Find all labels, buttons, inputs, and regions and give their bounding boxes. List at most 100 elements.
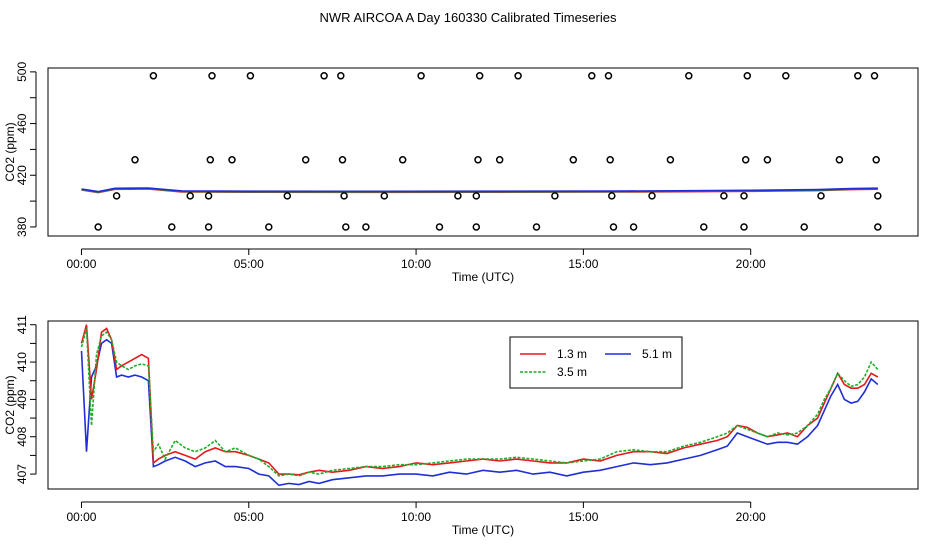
calibration-point [817,192,825,200]
x-tick-label: 20:00 [736,510,766,524]
calibration-point [112,192,121,200]
calibration-point [474,156,482,164]
x-tick-label: 10:00 [401,510,431,524]
plot-frame [47,67,919,237]
calibration-point [782,72,790,80]
calibration-point [435,223,444,231]
calibration-point [743,72,752,80]
calibration-point [228,156,236,164]
calibration-point [340,192,348,200]
calibration-point [338,156,347,164]
series-line-blue [81,187,878,193]
calibration-point [604,72,613,80]
calibration-point [94,223,102,231]
x-tick-label: 00:00 [66,510,96,524]
calibration-point [514,72,522,80]
series-line-5-1-m [80,338,879,487]
calibration-point [551,192,559,200]
calibration-point [763,156,772,164]
calibration-point [609,223,618,231]
x-axis-label: Time (UTC) [452,270,514,284]
panel-calibration-timeseries: 00:00 05:00 10:00 15:00 20:00 Time (UTC) 380 42… [3,62,919,284]
calibration-point [835,156,844,164]
calibration-point [168,223,176,231]
calibration-point [362,223,370,231]
calibration-point [532,223,541,231]
calibration-point [283,192,292,200]
x-axis: 00:00 05:00 10:00 15:00 20:00 Time (UTC) [66,501,766,537]
calibration-point [265,223,273,231]
calibration-point [320,72,328,80]
calibration-point [700,223,708,231]
y-axis: 407 408 409 410 411 CO2 (ppm) [3,315,37,484]
calibration-point [131,156,139,164]
calibration-point [740,192,748,200]
x-axis-label: Time (UTC) [452,523,514,537]
legend-label: 1.3 m [557,347,587,361]
y-tick-label: 410 [15,352,29,372]
calibration-point [648,192,656,200]
calibration-point [342,223,350,231]
legend-box [509,336,683,389]
x-tick-label: 10:00 [401,257,431,271]
calibration-point [380,192,389,200]
calibration-point [454,192,462,200]
calibration-point [720,192,728,200]
calibration-point [666,156,675,164]
y-tick-label: 407 [15,464,29,484]
calibration-point [398,156,407,164]
plot-frame [47,320,919,490]
x-tick-label: 00:00 [66,257,96,271]
calibration-point [800,223,808,231]
x-tick-label: 05:00 [234,510,264,524]
calibration-point [417,72,425,80]
calibration-point [472,223,481,231]
x-tick-label: 15:00 [568,257,598,271]
chart-title: NWR AIRCOA A Day 160330 Calibrated Times… [320,10,617,25]
calibration-point [874,223,882,231]
calibration-point [149,72,158,80]
calibration-point [740,223,748,231]
x-axis: 00:00 05:00 10:00 15:00 20:00 Time (UTC) [66,248,766,284]
calibration-point [475,72,484,80]
y-tick-label: 380 [15,217,29,237]
calibration-point [854,72,862,80]
calibration-point [208,72,216,80]
y-tick-label: 409 [15,389,29,409]
y-tick-label: 411 [15,315,29,334]
y-tick-label: 460 [15,113,29,133]
x-tick-label: 15:00 [568,510,598,524]
legend-label: 5.1 m [642,347,672,361]
legend: 1.3 m 5.1 m 3.5 m [509,336,683,389]
calibration-point [872,156,880,164]
calibration-point [870,72,879,80]
calibration-point [186,192,194,200]
calibration-point [629,223,638,231]
calibration-point [569,156,578,164]
calibration-point [495,156,504,164]
calibration-point [337,72,345,80]
calibration-point [246,72,255,80]
y-tick-label: 500 [15,62,29,82]
x-tick-label: 05:00 [234,257,264,271]
calibration-point [204,223,213,231]
calibration-point [608,192,616,200]
calibration-point [606,156,614,164]
y-tick-label: 420 [15,165,29,185]
series-line-1-3-m [80,324,879,476]
calibration-point [741,156,750,164]
calibration-point [588,72,596,80]
y-axis-label: CO2 (ppm) [3,375,17,434]
calibration-point [204,192,213,200]
series-line-3-5-m [80,328,879,477]
y-tick-label: 408 [15,426,29,446]
legend-label: 3.5 m [557,365,587,379]
calibration-point [685,72,693,80]
y-axis-label: CO2 (ppm) [3,122,17,181]
calibration-point [874,192,882,200]
calibration-point [301,156,310,164]
calibration-point [206,156,215,164]
